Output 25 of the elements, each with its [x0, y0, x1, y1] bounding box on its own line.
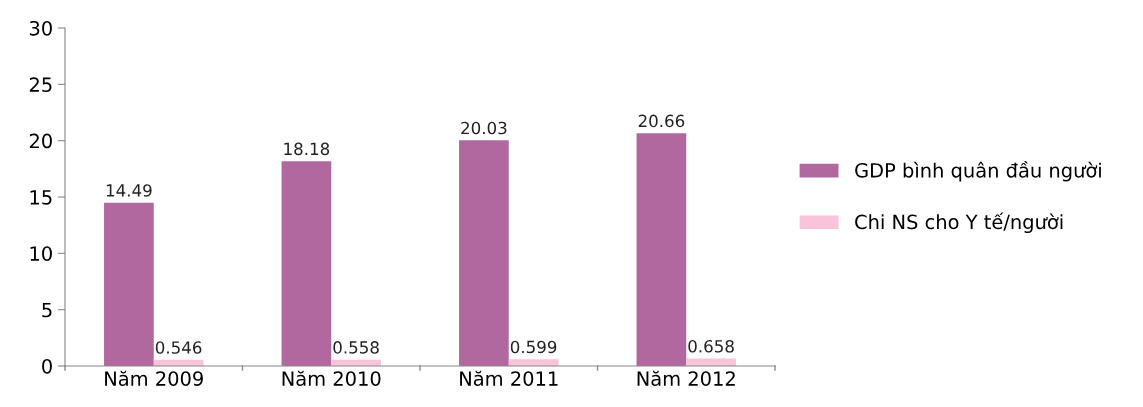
- bar: [459, 140, 509, 366]
- y-tick-label: 15: [30, 190, 52, 205]
- data-label: 0.558: [333, 341, 379, 354]
- data-label: 20.03: [461, 121, 507, 135]
- data-label: 14.49: [106, 184, 152, 197]
- legend-label: GDP bình quân đầu người: [855, 160, 1101, 182]
- x-tick-label: Năm 2010: [282, 370, 381, 386]
- legend-label: Chi NS cho Y tế/người: [855, 212, 1063, 234]
- y-tick-label: 0: [42, 358, 52, 374]
- y-tick-label: 10: [30, 246, 52, 261]
- x-tick-label: Năm 2012: [637, 370, 735, 386]
- data-label: 20.66: [638, 114, 685, 128]
- x-tick-label: Năm 2009: [105, 370, 203, 386]
- y-tick-label: 30: [29, 20, 52, 36]
- bar: [281, 161, 332, 366]
- y-tick-label: 5: [42, 302, 52, 318]
- y-tick-label: 20: [29, 133, 52, 149]
- data-label: 0.546: [155, 341, 202, 354]
- x-tick-label: Năm 2011: [460, 370, 558, 386]
- bar: [636, 133, 687, 366]
- data-label: 0.658: [688, 339, 734, 353]
- data-label: 0.599: [510, 340, 557, 354]
- y-tick-label: 25: [29, 77, 52, 92]
- data-label: 18.18: [284, 142, 330, 156]
- bar: [104, 202, 154, 366]
